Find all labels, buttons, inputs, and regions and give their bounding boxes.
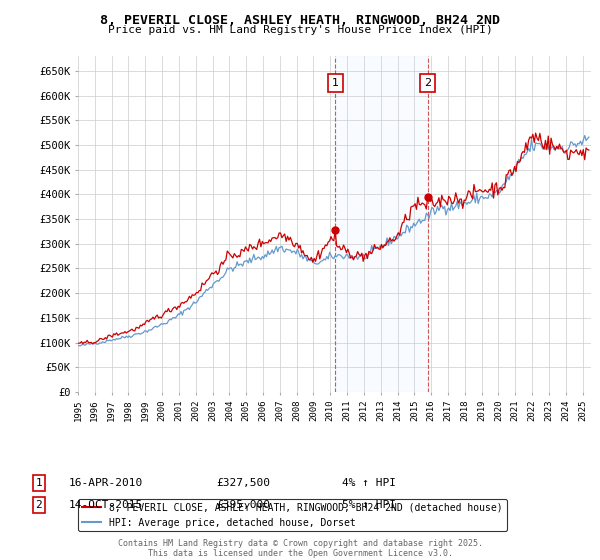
Text: 8, PEVERIL CLOSE, ASHLEY HEATH, RINGWOOD, BH24 2ND: 8, PEVERIL CLOSE, ASHLEY HEATH, RINGWOOD…: [100, 14, 500, 27]
Bar: [335, 56, 428, 392]
Text: 1: 1: [35, 478, 43, 488]
Text: 16-APR-2010: 16-APR-2010: [69, 478, 143, 488]
Text: Price paid vs. HM Land Registry's House Price Index (HPI): Price paid vs. HM Land Registry's House …: [107, 25, 493, 35]
Text: 5% ↑ HPI: 5% ↑ HPI: [342, 500, 396, 510]
Legend: 8, PEVERIL CLOSE, ASHLEY HEATH, RINGWOOD, BH24 2ND (detached house), HPI: Averag: 8, PEVERIL CLOSE, ASHLEY HEATH, RINGWOOD…: [78, 499, 506, 531]
Text: £395,000: £395,000: [216, 500, 270, 510]
Text: £327,500: £327,500: [216, 478, 270, 488]
Text: 14-OCT-2015: 14-OCT-2015: [69, 500, 143, 510]
Text: 2: 2: [35, 500, 43, 510]
Text: 2: 2: [424, 78, 431, 88]
Text: 1: 1: [332, 78, 338, 88]
Text: Contains HM Land Registry data © Crown copyright and database right 2025.
This d: Contains HM Land Registry data © Crown c…: [118, 539, 482, 558]
Text: 4% ↑ HPI: 4% ↑ HPI: [342, 478, 396, 488]
